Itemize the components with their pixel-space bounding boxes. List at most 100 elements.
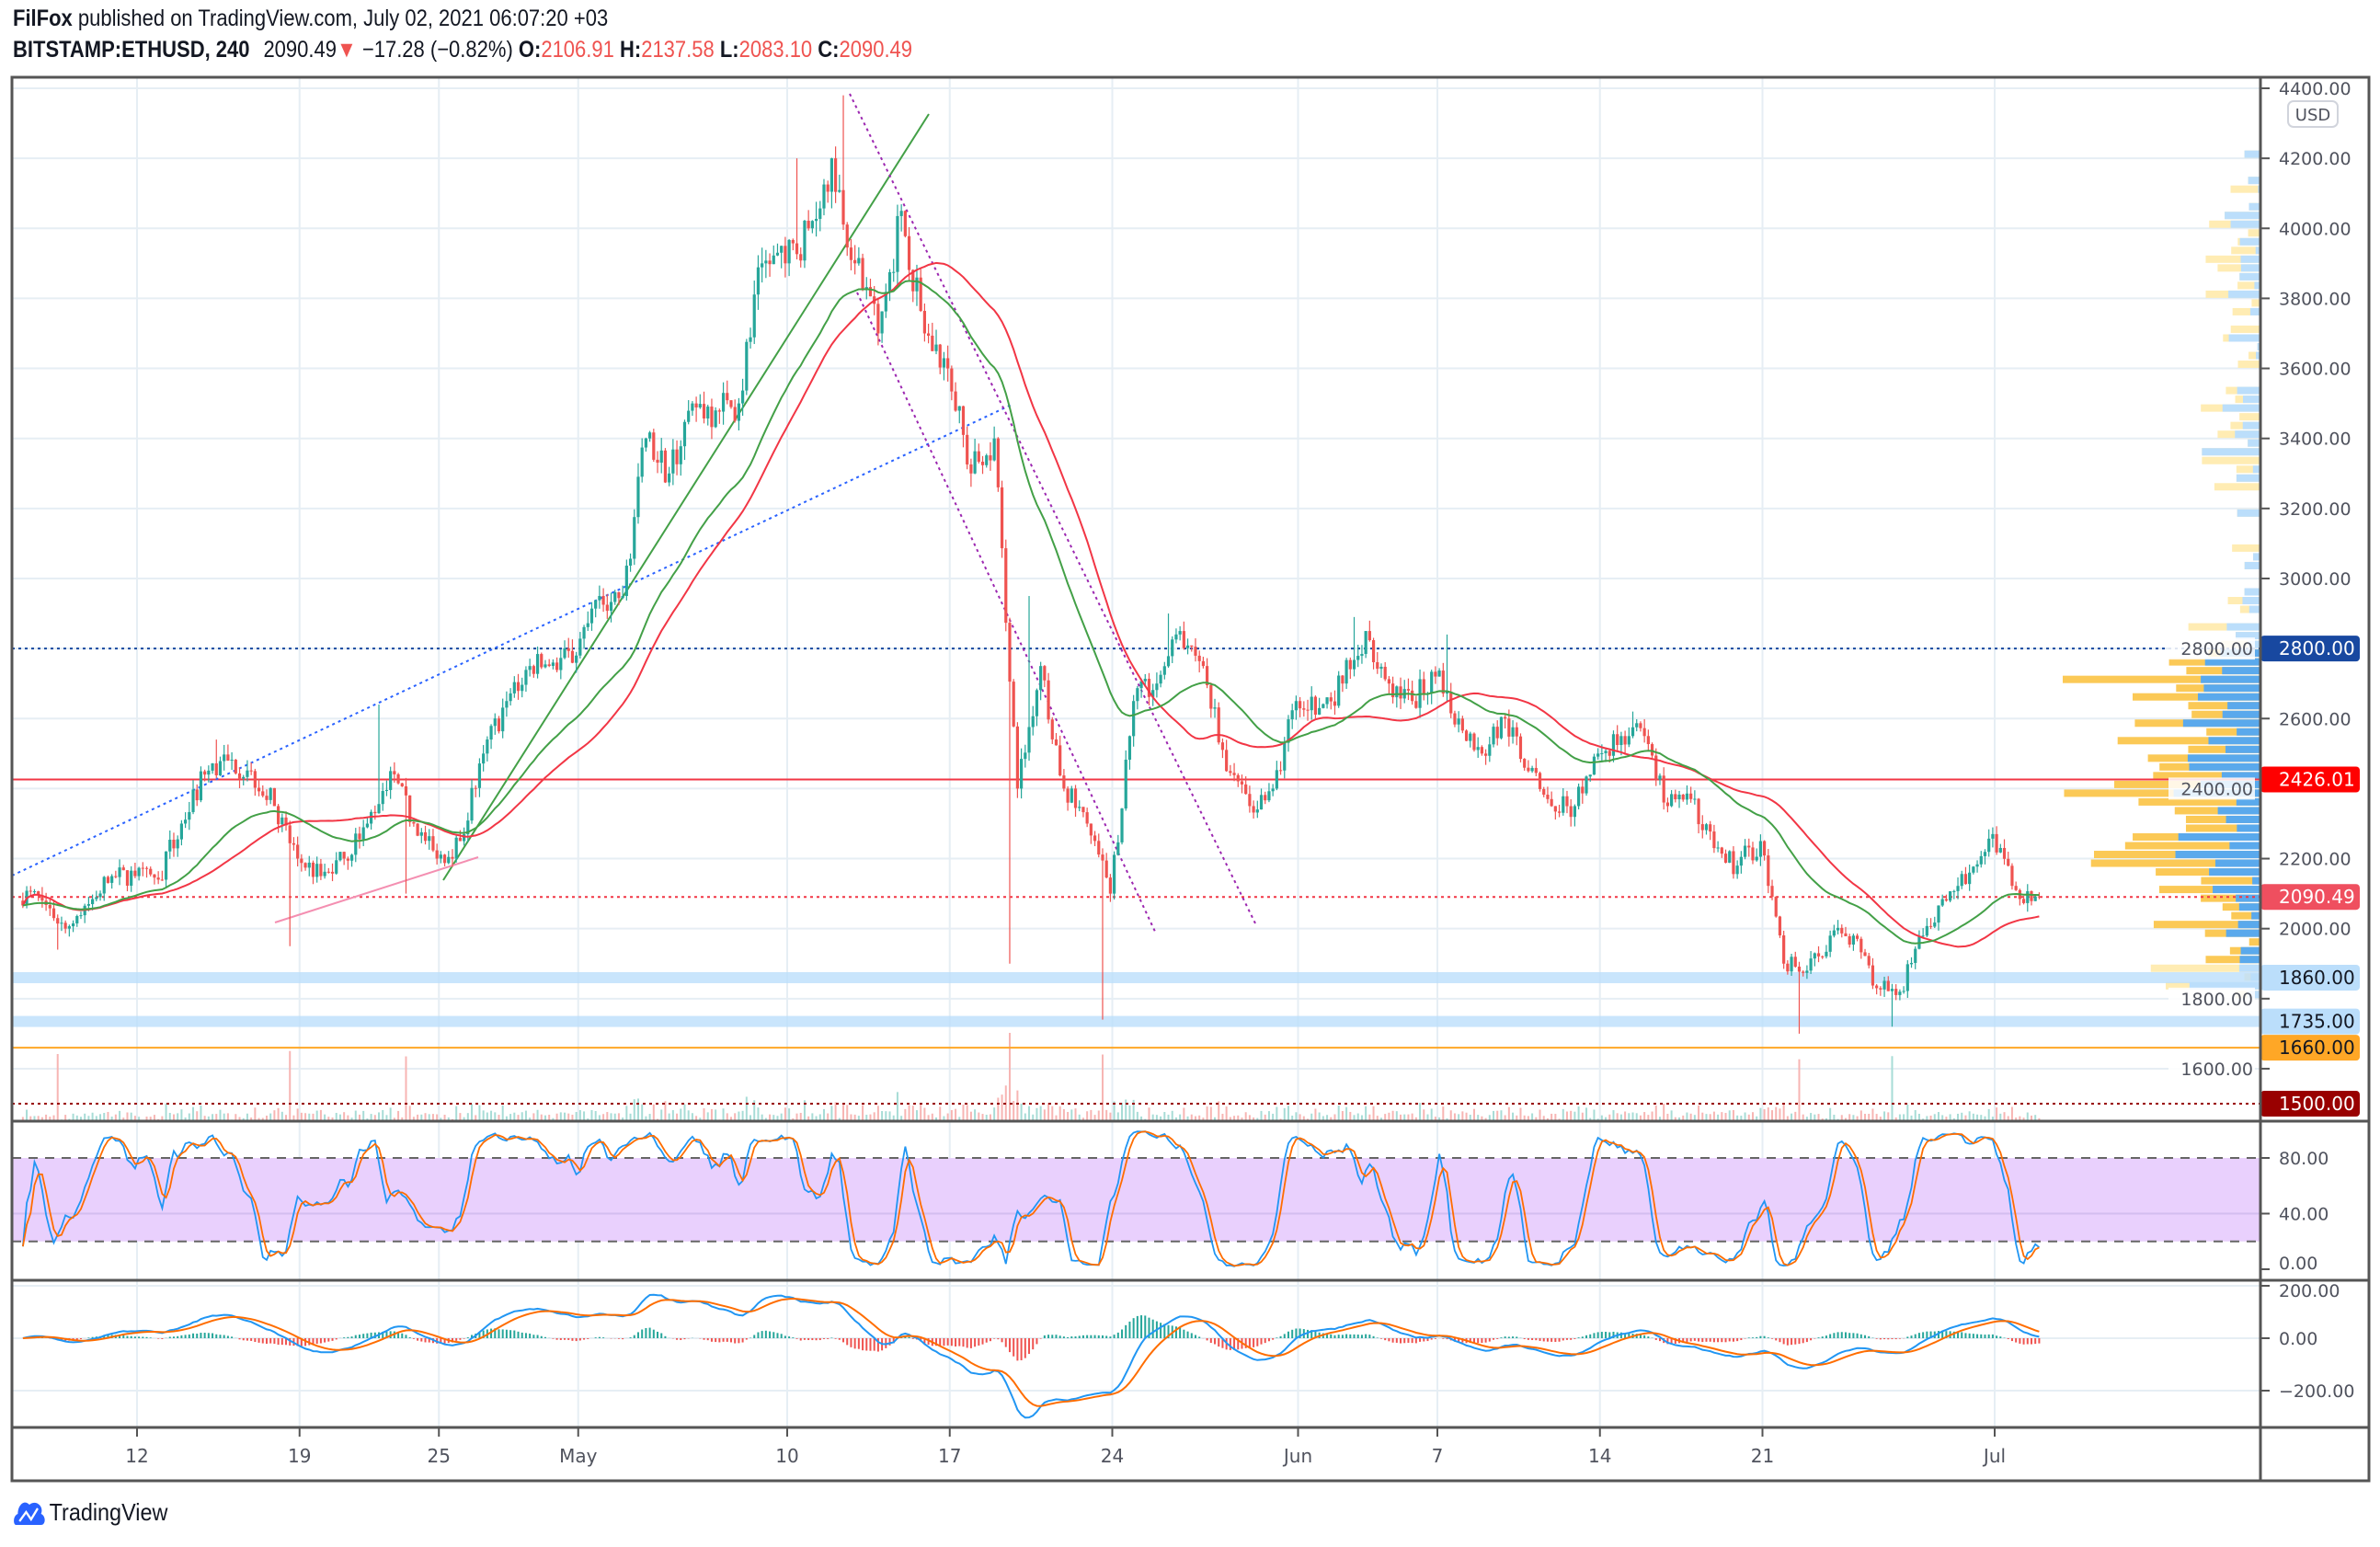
volume-bar [1848, 1114, 1851, 1120]
candle-body [75, 916, 79, 923]
candle-body [1232, 773, 1236, 775]
candle-body [149, 868, 153, 875]
volume-bar [269, 1113, 272, 1120]
volume-bar [1283, 1107, 1286, 1120]
volume-bar [1933, 1114, 1936, 1120]
macd-histogram-bar [911, 1338, 914, 1339]
volume-bar [1875, 1114, 1878, 1120]
macd-histogram-bar [850, 1338, 852, 1347]
candle-body [880, 311, 884, 334]
macd-histogram-bar [1330, 1334, 1333, 1338]
volume-bar [1624, 1111, 1627, 1120]
volume-bar [1689, 1113, 1692, 1120]
volume-bar [1539, 1109, 1541, 1120]
level-price-label[interactable]: 2800.00 [2260, 636, 2360, 662]
volume-bar [95, 1116, 97, 1120]
macd-histogram-bar [1984, 1335, 1986, 1338]
macd-histogram-bar [1961, 1332, 1963, 1338]
macd-histogram-bar [1287, 1331, 1289, 1338]
tradingview-logo[interactable]: TradingView [13, 1497, 167, 1527]
macd-histogram-bar [1244, 1338, 1247, 1348]
candle-body [922, 311, 926, 334]
support-band[interactable] [12, 971, 2260, 983]
candle-body [1209, 685, 1213, 709]
level-price-label[interactable]: 2090.49 [2260, 884, 2360, 911]
volume-bar [761, 1114, 763, 1120]
level-price-label[interactable]: 1860.00 [2260, 964, 2360, 991]
candle-body [1387, 679, 1390, 684]
volume-bar [772, 1115, 775, 1120]
volume-bar [969, 1111, 972, 1120]
macd-histogram-bar [1937, 1331, 1939, 1338]
profile-bar-down [2153, 772, 2260, 780]
candle-body [1975, 864, 1979, 867]
candle-body [373, 811, 377, 814]
macd-histogram-bar [2030, 1338, 2032, 1345]
volume-bar [180, 1109, 183, 1120]
volume-bar [985, 1115, 988, 1120]
macd-histogram-bar [1186, 1331, 1189, 1338]
macd-histogram-bar [1833, 1333, 1836, 1338]
macd-line [22, 1293, 2040, 1419]
volume-bar [997, 1097, 1000, 1120]
candle-body [1093, 835, 1097, 842]
macd-histogram-bar [1384, 1338, 1387, 1341]
volume-bar [1376, 1116, 1379, 1120]
trendline-purple-dotted-1[interactable] [849, 93, 1257, 926]
macd-histogram-bar [1864, 1335, 1867, 1338]
candle-body [1631, 727, 1635, 737]
volume-bar [1302, 1116, 1305, 1120]
volume-bar [443, 1115, 446, 1120]
candle-body [1921, 935, 1925, 937]
candle-body [2037, 896, 2041, 898]
candle-body [1383, 666, 1387, 680]
profile-bar-up [2237, 824, 2260, 832]
profile-bar-up [2248, 605, 2260, 613]
macd-histogram-bar [261, 1338, 264, 1344]
candle-body [1530, 767, 1534, 772]
macd-histogram-bar [1174, 1326, 1177, 1338]
candle-body [714, 410, 717, 428]
candle-body [218, 761, 223, 775]
support-band[interactable] [12, 1015, 2260, 1027]
macd-histogram-bar [87, 1337, 90, 1338]
candle-body [400, 783, 404, 786]
candle-body [946, 358, 950, 369]
macd-histogram-bar [420, 1338, 423, 1342]
candle-body [570, 650, 575, 663]
profile-bar-up [2240, 946, 2260, 955]
trendline-pink[interactable] [274, 856, 479, 923]
candle-body [98, 893, 102, 898]
volume-bar [1295, 1112, 1298, 1120]
volume-bar [1121, 1103, 1124, 1120]
macd-histogram-bar [888, 1338, 891, 1346]
level-price-label[interactable]: 1735.00 [2260, 1008, 2360, 1035]
macd-histogram-bar [370, 1332, 372, 1338]
macd-histogram-bar [1267, 1338, 1270, 1342]
profile-bar-up [2257, 343, 2260, 351]
level-price-label[interactable]: 2426.01 [2260, 766, 2360, 793]
volume-bar [471, 1104, 474, 1120]
volume-bar [103, 1112, 106, 1120]
author-name[interactable]: FilFox [13, 6, 73, 31]
candle-body [442, 854, 447, 864]
volume-bar [72, 1113, 74, 1120]
candle-body [957, 406, 961, 411]
candle-body [532, 666, 535, 674]
macd-histogram-bar [1151, 1319, 1154, 1338]
volume-bar [358, 1114, 360, 1120]
volume-bar [876, 1106, 879, 1120]
level-price-label[interactable]: 1500.00 [2260, 1091, 2360, 1117]
currency-badge[interactable]: USD [2287, 100, 2339, 128]
macd-histogram-bar [1194, 1335, 1196, 1338]
level-price-label[interactable]: 1660.00 [2260, 1035, 2360, 1061]
profile-bar-down [2117, 737, 2260, 745]
trendline-blue-dotted[interactable] [11, 403, 1014, 877]
macd-histogram-bar [1507, 1336, 1510, 1338]
candle-body [2021, 899, 2026, 903]
volume-bar [1395, 1111, 1398, 1120]
trendline-purple-dotted-2[interactable] [856, 292, 1157, 934]
volume-bar [2038, 1117, 2041, 1120]
x-tick-label: 14 [1588, 1445, 1611, 1467]
